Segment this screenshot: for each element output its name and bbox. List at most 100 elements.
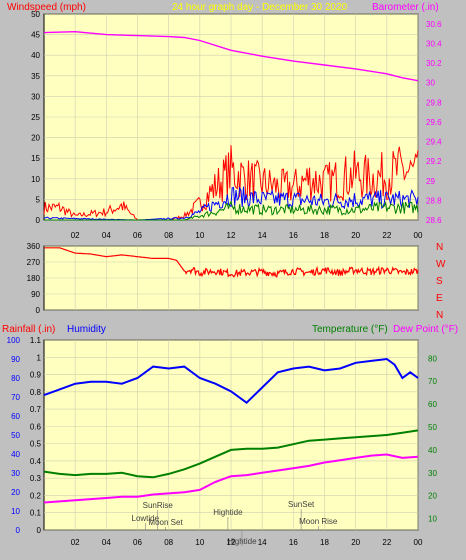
barometer-tick-label: 30.6 [426,20,442,29]
barometer-tick-label: 29.8 [426,98,442,107]
windspeed-tick-label: 35 [31,72,40,81]
temperature-tick-label: 30 [428,469,437,478]
direction-tick-label: 270 [27,258,41,267]
chart-date-title: 24 hour graph day - December 30 2020 [172,2,348,13]
x-tick-label: 20 [351,231,360,240]
barometer-tick-label: 30 [426,79,435,88]
rainfall-axis-title: Rainfall (.in) [2,324,55,335]
compass-label: N [436,242,443,253]
barometer-tick-label: 30.2 [426,59,442,68]
compass-label: E [436,293,443,304]
humidity-tick-label: 70 [11,393,20,402]
humidity-tick-label: 80 [11,374,20,383]
windspeed-tick-label: 40 [31,51,40,60]
compass-label: W [436,259,446,270]
dewpoint-axis-title: Dew Point (°F) [393,324,458,335]
windspeed-tick-label: 50 [31,10,40,19]
x-tick-label: 02 [71,231,80,240]
barometer-tick-label: 28.6 [426,216,442,225]
rainfall-tick-label: 0 [37,526,42,535]
humidity-tick-label: 40 [11,450,20,459]
rainfall-tick-label: 0.2 [30,491,42,500]
event-marker-label: SunSet [288,500,315,509]
humidity-tick-label: 60 [11,412,20,421]
humidity-tick-label: 50 [11,431,20,440]
rainfall-tick-label: 0.4 [30,457,42,466]
humidity-tick-label: 10 [11,507,20,516]
x-tick-label: 10 [195,538,204,547]
x-tick-label: 16 [289,538,298,547]
x-tick-label: 22 [382,538,391,547]
dewpoint-line [43,453,419,504]
direction-tick-label: 180 [27,274,41,283]
humidity-tick-label: 100 [7,336,21,345]
temperature-tick-label: 70 [428,377,437,386]
event-marker-label: SunRise [143,501,174,510]
event-marker-label: Moon Set [148,518,183,527]
windspeed-tick-label: 10 [31,175,40,184]
humidity-axis-title: Humidity [67,324,106,335]
x-tick-label: 00 [414,231,423,240]
humidity-tick-label: 0 [16,526,21,535]
barometer-tick-label: 30.4 [426,39,442,48]
windspeed-tick-label: 45 [31,31,40,40]
x-tick-label: 16 [289,231,298,240]
event-marker-label: Moon Rise [299,517,338,526]
x-tick-label: 08 [164,231,173,240]
x-tick-label: 08 [164,538,173,547]
temperature-axis-title: Temperature (°F) [312,324,388,335]
x-tick-label: 18 [320,231,329,240]
x-tick-label: 18 [320,538,329,547]
rainfall-tick-label: 0.7 [30,405,42,414]
temperature-line [43,429,419,479]
windspeed-tick-label: 20 [31,134,40,143]
humidity-line [43,357,419,405]
barometer-line [43,30,419,82]
temperature-tick-label: 40 [428,446,437,455]
x-tick-label: 12 [227,231,236,240]
humidity-tick-label: 30 [11,469,20,478]
x-tick-label: 14 [258,538,267,547]
temperature-tick-label: 10 [428,515,437,524]
humidity-tick-label: 20 [11,488,20,497]
wind-direction-line [44,247,419,278]
gust-series [43,145,419,221]
temperature-tick-label: 60 [428,400,437,409]
event-marker-label: Lowtide [132,514,160,523]
barometer-tick-label: 29.4 [426,138,442,147]
rainfall-tick-label: 0.1 [30,509,42,518]
rainfall-tick-label: 0.3 [30,474,42,483]
windspeed-tick-label: 30 [31,92,40,101]
barometer-tick-label: 28.8 [426,196,442,205]
rainfall-tick-label: 0.9 [30,371,42,380]
event-marker-label: Hightide [227,537,257,546]
direction-tick-label: 0 [36,306,41,315]
x-tick-label: 04 [102,231,111,240]
windspeed-tick-label: 25 [31,113,40,122]
barometer-tick-label: 29 [426,177,435,186]
rainfall-tick-label: 1.1 [30,336,42,345]
barometer-tick-label: 29.2 [426,157,442,166]
compass-label: N [436,310,443,321]
windspeed-tick-label: 15 [31,154,40,163]
x-tick-label: 12 [227,538,236,547]
humidity-tick-label: 90 [11,355,20,364]
x-tick-label: 14 [258,231,267,240]
rainfall-tick-label: 0.5 [30,440,42,449]
windspeed-axis-title: Windspeed (mph) [7,2,86,13]
barometer-tick-label: 29.6 [426,118,442,127]
event-marker-label: Hightide [213,508,243,517]
x-tick-label: 00 [414,538,423,547]
x-tick-label: 22 [382,231,391,240]
temperature-tick-label: 20 [428,492,437,501]
direction-tick-label: 90 [31,290,40,299]
rainfall-tick-label: 0.6 [30,422,42,431]
windspeed-tick-label: 5 [36,195,41,204]
average-wind-series [44,200,419,221]
rainfall-tick-label: 1 [37,353,42,362]
x-tick-label: 10 [195,231,204,240]
temperature-tick-label: 80 [428,354,437,363]
compass-label: S [436,276,443,287]
